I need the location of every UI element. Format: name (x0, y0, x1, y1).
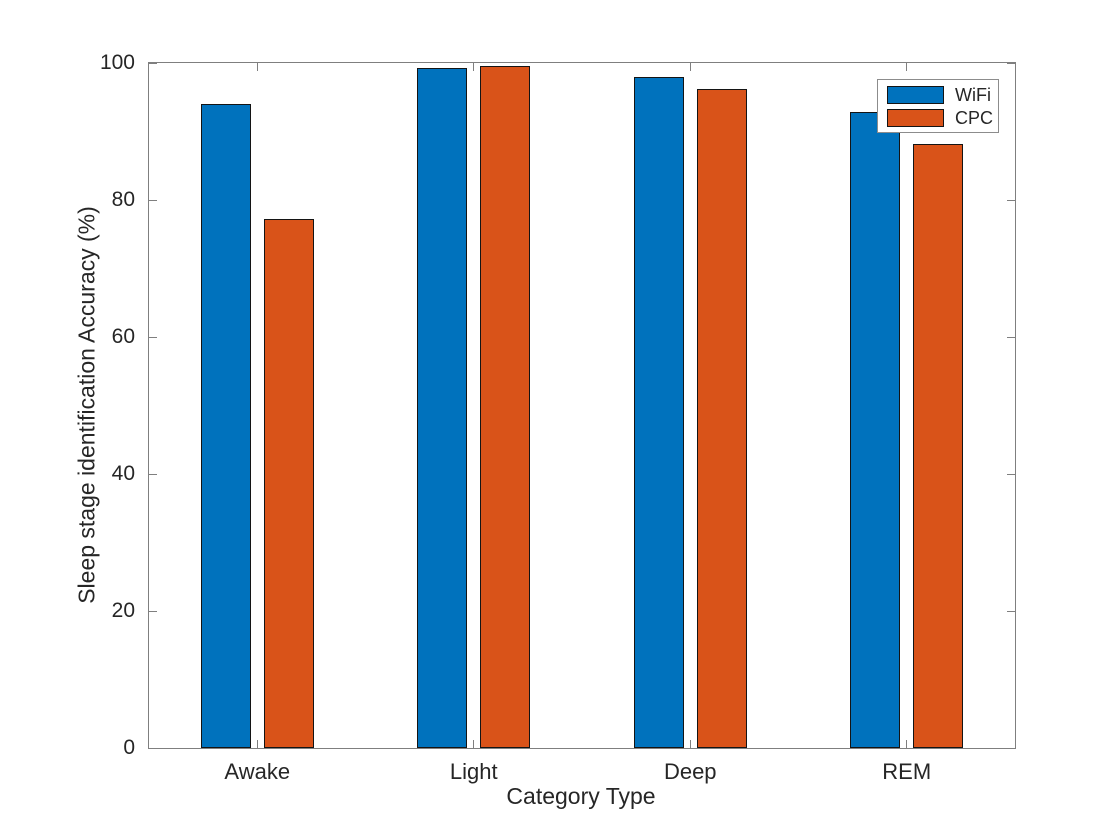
x-axis-label: Category Type (506, 783, 656, 809)
x-tick-bottom (689, 740, 691, 748)
y-tick-left (149, 62, 157, 64)
x-tick-bottom (906, 740, 908, 748)
bar-cpc-awake (263, 218, 314, 748)
y-tick-label-80: 80 (111, 188, 135, 211)
bar-wifi-deep (633, 76, 684, 748)
bar-wifi-light (417, 67, 468, 748)
legend-swatch-cpc (887, 108, 944, 127)
y-tick-label-40: 40 (111, 462, 135, 485)
bar-wifi-awake (200, 104, 251, 748)
legend: WiFi CPC (877, 79, 999, 133)
bar-cpc-light (480, 66, 531, 748)
y-tick-label-60: 60 (111, 325, 135, 348)
legend-swatch-wifi (887, 85, 944, 104)
legend-item-wifi: WiFi (887, 84, 991, 105)
y-tick-right (1007, 62, 1015, 64)
y-tick-left (149, 199, 157, 201)
y-tick-left (149, 610, 157, 612)
y-tick-label-100: 100 (99, 51, 135, 74)
y-tick-label-0: 0 (123, 736, 135, 759)
y-tick-label-20: 20 (111, 599, 135, 622)
legend-label-cpc: CPC (955, 107, 994, 128)
legend-label-wifi: WiFi (955, 84, 991, 105)
x-tick-bottom (256, 740, 258, 748)
y-tick-left (149, 336, 157, 338)
y-axis-label: Sleep stage identification Accuracy (%) (73, 206, 100, 604)
y-tick-right (1007, 610, 1015, 612)
bar-cpc-deep (696, 89, 747, 748)
x-tick-bottom (473, 740, 475, 748)
x-tick-label-light: Light (449, 759, 498, 784)
x-tick-top (473, 63, 475, 71)
x-tick-label-rem: REM (882, 759, 932, 784)
x-tick-label-deep: Deep (663, 759, 717, 784)
x-tick-label-awake: Awake (224, 759, 291, 784)
bar-wifi-rem (850, 112, 901, 748)
plot-area: Awake Light Deep REM 0 20 40 60 80 100 (100, 51, 1016, 784)
y-tick-left (149, 473, 157, 475)
x-tick-top (256, 63, 258, 71)
y-tick-right (1007, 199, 1015, 201)
legend-item-cpc: CPC (887, 108, 993, 127)
y-tick-right (1007, 336, 1015, 338)
y-tick-right (1007, 473, 1015, 475)
y-tick-right (1007, 747, 1015, 749)
x-tick-top (689, 63, 691, 71)
x-tick-top (906, 63, 908, 71)
bar-cpc-rem (913, 143, 964, 748)
y-tick-left (149, 747, 157, 749)
